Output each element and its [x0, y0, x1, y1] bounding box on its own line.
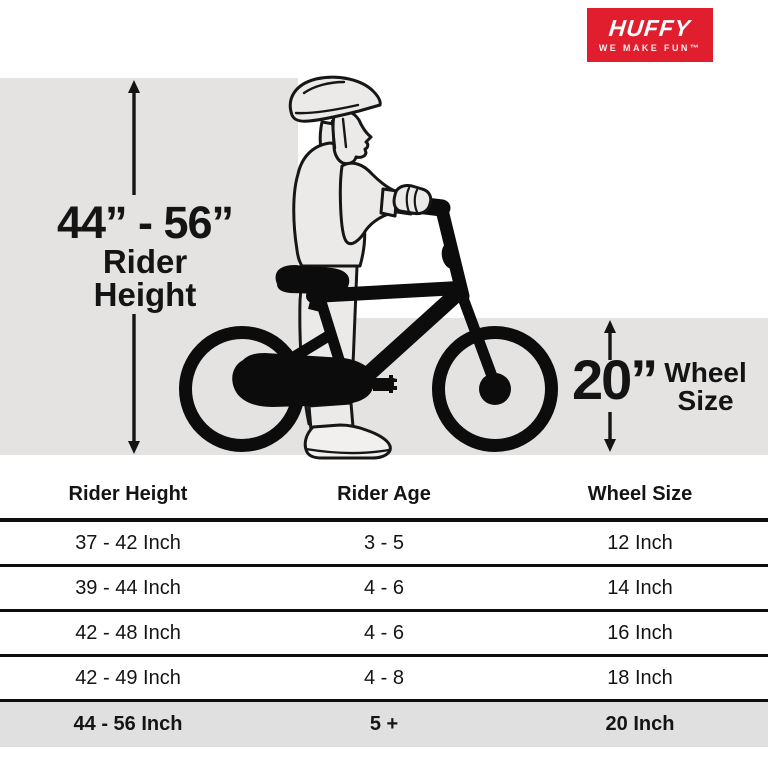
wheel-size-label-line1: Wheel	[664, 357, 747, 388]
table-row-highlighted: 44 - 56 Inch 5 + 20 Inch	[0, 702, 768, 747]
rider-height-label-line2: Height	[93, 276, 197, 313]
child-figure	[288, 75, 415, 460]
chainguard	[232, 353, 375, 407]
table-cell: 44 - 56 Inch	[73, 713, 183, 735]
wheel-size-labels: Wheel Size	[664, 352, 746, 415]
column-header-rider-age: Rider Age	[337, 482, 431, 505]
table-cell: 20 Inch	[605, 713, 675, 735]
table-cell: 37 - 42 Inch	[75, 531, 181, 554]
table-cell: 4 - 6	[363, 621, 405, 644]
column-header-rider-height: Rider Height	[68, 482, 188, 505]
table-cell: 39 - 44 Inch	[75, 576, 181, 599]
table-cell: 3 - 5	[363, 531, 405, 554]
pedal	[373, 375, 397, 393]
table-cell: 4 - 8	[363, 666, 405, 689]
table-cell: 42 - 49 Inch	[75, 666, 181, 689]
table-cell: 18 Inch	[607, 666, 673, 689]
stem-clamp	[441, 243, 459, 269]
table-row: 37 - 42 Inch 3 - 5 12 Inch	[0, 522, 768, 567]
wheel-size-label-line2: Size	[677, 385, 734, 416]
table-cell: 14 Inch	[607, 576, 673, 599]
table-row: 39 - 44 Inch 4 - 6 14 Inch	[0, 567, 768, 612]
top-tube	[306, 281, 466, 303]
table-cell: 16 Inch	[607, 621, 673, 644]
child-shoe	[303, 423, 392, 460]
table-cell: 4 - 6	[363, 576, 405, 599]
table-row: 42 - 48 Inch 4 - 6 16 Inch	[0, 612, 768, 657]
rider-height-callout: 44” - 56” Rider Height	[28, 197, 262, 313]
child-face	[331, 108, 373, 166]
table-cell: 12 Inch	[607, 531, 673, 554]
child-helmet	[288, 75, 382, 123]
table-cell: 5 +	[369, 713, 399, 735]
wheel-size-callout: 20” Wheel Size	[572, 352, 747, 415]
rider-height-arrow-icon	[128, 80, 140, 454]
huffy-logo: HUFFY WE MAKE FUN™	[587, 8, 713, 62]
table-cell: 42 - 48 Inch	[75, 621, 181, 644]
bike-silhouette	[179, 195, 558, 452]
brand-name: HUFFY	[607, 15, 693, 41]
rider-height-range: 44” - 56”	[56, 197, 234, 248]
size-table: Rider Height Rider Age Wheel Size 37 - 4…	[0, 470, 768, 747]
banner-illustration	[0, 75, 768, 460]
column-header-wheel-size: Wheel Size	[587, 482, 693, 505]
child-hand	[379, 184, 433, 218]
brand-tagline: WE MAKE FUN™	[598, 43, 702, 53]
table-header-row: Rider Height Rider Age Wheel Size	[0, 470, 768, 522]
rider-height-label-line1: Rider	[102, 243, 188, 280]
wheel-size-value: 20”	[572, 348, 658, 411]
seat-clamp	[308, 299, 326, 313]
down-tube	[356, 284, 467, 386]
fork	[457, 292, 502, 393]
child-arm	[338, 161, 415, 246]
front-wheel	[432, 326, 558, 452]
table-row: 42 - 49 Inch 4 - 8 18 Inch	[0, 657, 768, 702]
wheel-size-arrow-icon	[604, 320, 616, 452]
saddle	[275, 265, 350, 295]
